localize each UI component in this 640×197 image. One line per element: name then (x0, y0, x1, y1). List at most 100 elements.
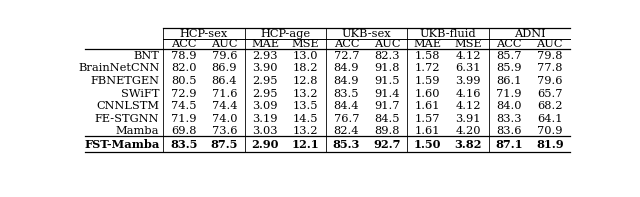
Text: 3.19: 3.19 (252, 114, 278, 124)
Text: 80.5: 80.5 (171, 76, 196, 86)
Text: 65.7: 65.7 (537, 89, 563, 99)
Text: AUC: AUC (374, 39, 400, 49)
Text: AUC: AUC (211, 39, 237, 49)
Text: 70.9: 70.9 (537, 126, 563, 137)
Text: 72.9: 72.9 (171, 89, 196, 99)
Text: 83.5: 83.5 (333, 89, 359, 99)
Text: 71.6: 71.6 (212, 89, 237, 99)
Text: 83.3: 83.3 (496, 114, 522, 124)
Text: 3.91: 3.91 (456, 114, 481, 124)
Text: 4.16: 4.16 (456, 89, 481, 99)
Text: ACC: ACC (171, 39, 196, 49)
Text: 2.95: 2.95 (252, 89, 278, 99)
Text: 87.1: 87.1 (495, 138, 523, 150)
Text: 84.9: 84.9 (333, 63, 359, 73)
Text: 64.1: 64.1 (537, 114, 563, 124)
Text: 2.90: 2.90 (252, 138, 279, 150)
Text: 79.8: 79.8 (537, 51, 563, 61)
Text: 3.99: 3.99 (456, 76, 481, 86)
Text: 72.7: 72.7 (333, 51, 359, 61)
Text: 84.5: 84.5 (374, 114, 400, 124)
Text: 85.3: 85.3 (333, 138, 360, 150)
Text: 82.3: 82.3 (374, 51, 400, 61)
Text: 71.9: 71.9 (171, 114, 196, 124)
Text: CNNLSTM: CNNLSTM (97, 101, 159, 111)
Text: 2.95: 2.95 (252, 76, 278, 86)
Text: 89.8: 89.8 (374, 126, 400, 137)
Text: 12.8: 12.8 (293, 76, 319, 86)
Text: HCP-age: HCP-age (260, 29, 310, 39)
Text: 73.6: 73.6 (212, 126, 237, 137)
Text: 84.0: 84.0 (496, 101, 522, 111)
Text: 1.50: 1.50 (414, 138, 442, 150)
Text: ADNI: ADNI (513, 29, 545, 39)
Text: AUC: AUC (536, 39, 563, 49)
Text: 68.2: 68.2 (537, 101, 563, 111)
Text: 79.6: 79.6 (537, 76, 563, 86)
Text: 77.8: 77.8 (537, 63, 563, 73)
Text: 3.82: 3.82 (454, 138, 482, 150)
Text: MSE: MSE (454, 39, 482, 49)
Text: 82.4: 82.4 (333, 126, 359, 137)
Text: 81.9: 81.9 (536, 138, 564, 150)
Text: 1.60: 1.60 (415, 89, 440, 99)
Text: 12.1: 12.1 (292, 138, 319, 150)
Text: FE-STGNN: FE-STGNN (95, 114, 159, 124)
Text: FBNETGEN: FBNETGEN (90, 76, 159, 86)
Text: 13.5: 13.5 (293, 101, 319, 111)
Text: 2.93: 2.93 (252, 51, 278, 61)
Text: 79.6: 79.6 (212, 51, 237, 61)
Text: 91.7: 91.7 (374, 101, 400, 111)
Text: 83.6: 83.6 (496, 126, 522, 137)
Text: 78.9: 78.9 (171, 51, 196, 61)
Text: 74.4: 74.4 (212, 101, 237, 111)
Text: 3.09: 3.09 (252, 101, 278, 111)
Text: 1.57: 1.57 (415, 114, 440, 124)
Text: ACC: ACC (333, 39, 359, 49)
Text: 85.7: 85.7 (496, 51, 522, 61)
Text: 91.5: 91.5 (374, 76, 400, 86)
Text: 3.03: 3.03 (252, 126, 278, 137)
Text: 87.5: 87.5 (211, 138, 238, 150)
Text: 86.1: 86.1 (496, 76, 522, 86)
Text: 76.7: 76.7 (333, 114, 359, 124)
Text: 4.12: 4.12 (456, 51, 481, 61)
Text: 1.72: 1.72 (415, 63, 440, 73)
Text: ACC: ACC (496, 39, 522, 49)
Text: BNT: BNT (134, 51, 159, 61)
Text: 13.0: 13.0 (293, 51, 319, 61)
Text: 6.31: 6.31 (456, 63, 481, 73)
Text: 71.9: 71.9 (496, 89, 522, 99)
Text: 1.58: 1.58 (415, 51, 440, 61)
Text: 92.7: 92.7 (373, 138, 401, 150)
Text: 1.61: 1.61 (415, 101, 440, 111)
Text: BrainNetCNN: BrainNetCNN (78, 63, 159, 73)
Text: 69.8: 69.8 (171, 126, 196, 137)
Text: 1.61: 1.61 (415, 126, 440, 137)
Text: 4.20: 4.20 (456, 126, 481, 137)
Text: MSE: MSE (292, 39, 319, 49)
Text: 84.4: 84.4 (333, 101, 359, 111)
Text: Mamba: Mamba (116, 126, 159, 137)
Text: 1.59: 1.59 (415, 76, 440, 86)
Text: 13.2: 13.2 (293, 89, 319, 99)
Text: 84.9: 84.9 (333, 76, 359, 86)
Text: 91.8: 91.8 (374, 63, 400, 73)
Text: 86.9: 86.9 (212, 63, 237, 73)
Text: 91.4: 91.4 (374, 89, 400, 99)
Text: 86.4: 86.4 (212, 76, 237, 86)
Text: 18.2: 18.2 (293, 63, 319, 73)
Text: 85.9: 85.9 (496, 63, 522, 73)
Text: 14.5: 14.5 (293, 114, 319, 124)
Text: HCP-sex: HCP-sex (180, 29, 228, 39)
Text: 74.5: 74.5 (171, 101, 196, 111)
Text: FST-Mamba: FST-Mamba (84, 138, 159, 150)
Text: UKB-fluid: UKB-fluid (420, 29, 476, 39)
Text: 83.5: 83.5 (170, 138, 197, 150)
Text: 13.2: 13.2 (293, 126, 319, 137)
Text: UKB-sex: UKB-sex (342, 29, 392, 39)
Text: SWiFT: SWiFT (121, 89, 159, 99)
Text: 4.12: 4.12 (456, 101, 481, 111)
Text: 3.90: 3.90 (252, 63, 278, 73)
Text: 74.0: 74.0 (212, 114, 237, 124)
